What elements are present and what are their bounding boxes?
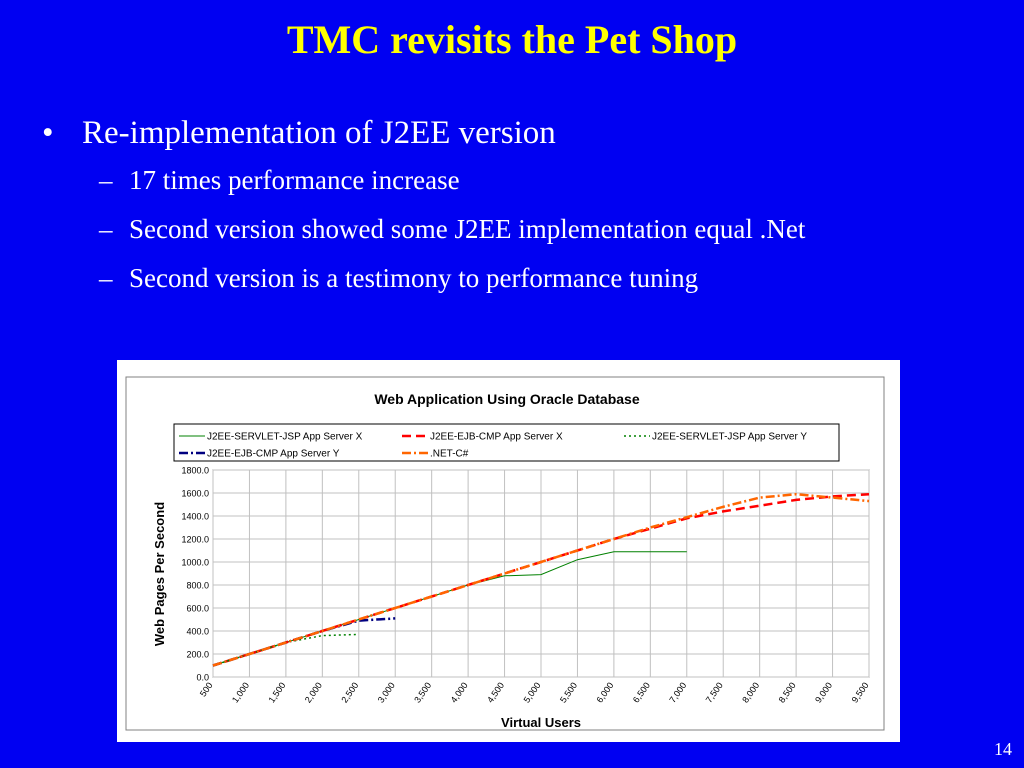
sub-bullet-text: Second version is a testimony to perform…	[129, 263, 699, 293]
series-line	[212, 492, 870, 667]
sub-bullet-item: – Second version is a testimony to perfo…	[42, 254, 1002, 303]
gridlines	[212, 469, 870, 678]
dash-marker: –	[99, 214, 113, 244]
legend-label: J2EE-SERVLET-JSP App Server X	[207, 432, 363, 443]
sub-bullet-text: Second version showed some J2EE implemen…	[129, 214, 806, 244]
y-tick-label: 800.0	[186, 581, 209, 591]
y-axis-ticks: 0.0 200.0 400.0 600.0 800.0 1000.0 1200.0 1400.…	[181, 466, 209, 683]
legend-label: J2EE-EJB-CMP App Server X	[430, 432, 563, 443]
legend-entries: J2EE-SERVLET-JSP App Server X J2EE-EJB-CM…	[179, 432, 807, 460]
dash-marker: –	[99, 263, 113, 293]
bullet-list: • Re-implementation of J2EE version – 17…	[42, 110, 1002, 303]
y-tick-label: 200.0	[186, 650, 209, 660]
y-tick-label: 1000.0	[181, 558, 209, 568]
chart-legend	[173, 423, 840, 462]
sub-bullet-item: – 17 times performance increase	[42, 156, 1002, 205]
series-line	[212, 617, 396, 667]
chart-image-frame: Web Application Using Oracle Database J2…	[117, 360, 900, 742]
y-axis-label: Web Pages Per Second	[152, 502, 167, 646]
y-tick-label: 0.0	[196, 673, 209, 683]
sub-bullet-text: 17 times performance increase	[129, 165, 460, 195]
bullet-item: • Re-implementation of J2EE version	[42, 110, 1002, 156]
series-lines	[212, 492, 870, 667]
y-tick-label: 1200.0	[181, 535, 209, 545]
legend-label: J2EE-EJB-CMP App Server Y	[207, 449, 340, 460]
dash-marker: –	[99, 165, 113, 195]
y-tick-label: 1800.0	[181, 466, 209, 476]
sub-bullet-item: – Second version showed some J2EE implem…	[42, 205, 1002, 254]
legend-label: .NET-C#	[430, 449, 469, 460]
bullet-text: Re-implementation of J2EE version	[82, 115, 556, 151]
line-chart: Web Application Using Oracle Database J2…	[125, 376, 885, 731]
y-tick-label: 1400.0	[181, 512, 209, 522]
y-tick-label: 400.0	[186, 627, 209, 637]
series-line	[212, 551, 687, 666]
legend-label: J2EE-SERVLET-JSP App Server Y	[652, 432, 807, 443]
page-number: 14	[994, 739, 1012, 759]
bullet-marker: •	[42, 115, 54, 151]
y-tick-label: 600.0	[186, 604, 209, 614]
x-axis-label: Virtual Users	[501, 715, 581, 730]
slide-title: TMC revisits the Pet Shop	[286, 17, 738, 62]
y-tick-label: 1600.0	[181, 489, 209, 499]
chart-title: Web Application Using Oracle Database	[374, 391, 640, 407]
